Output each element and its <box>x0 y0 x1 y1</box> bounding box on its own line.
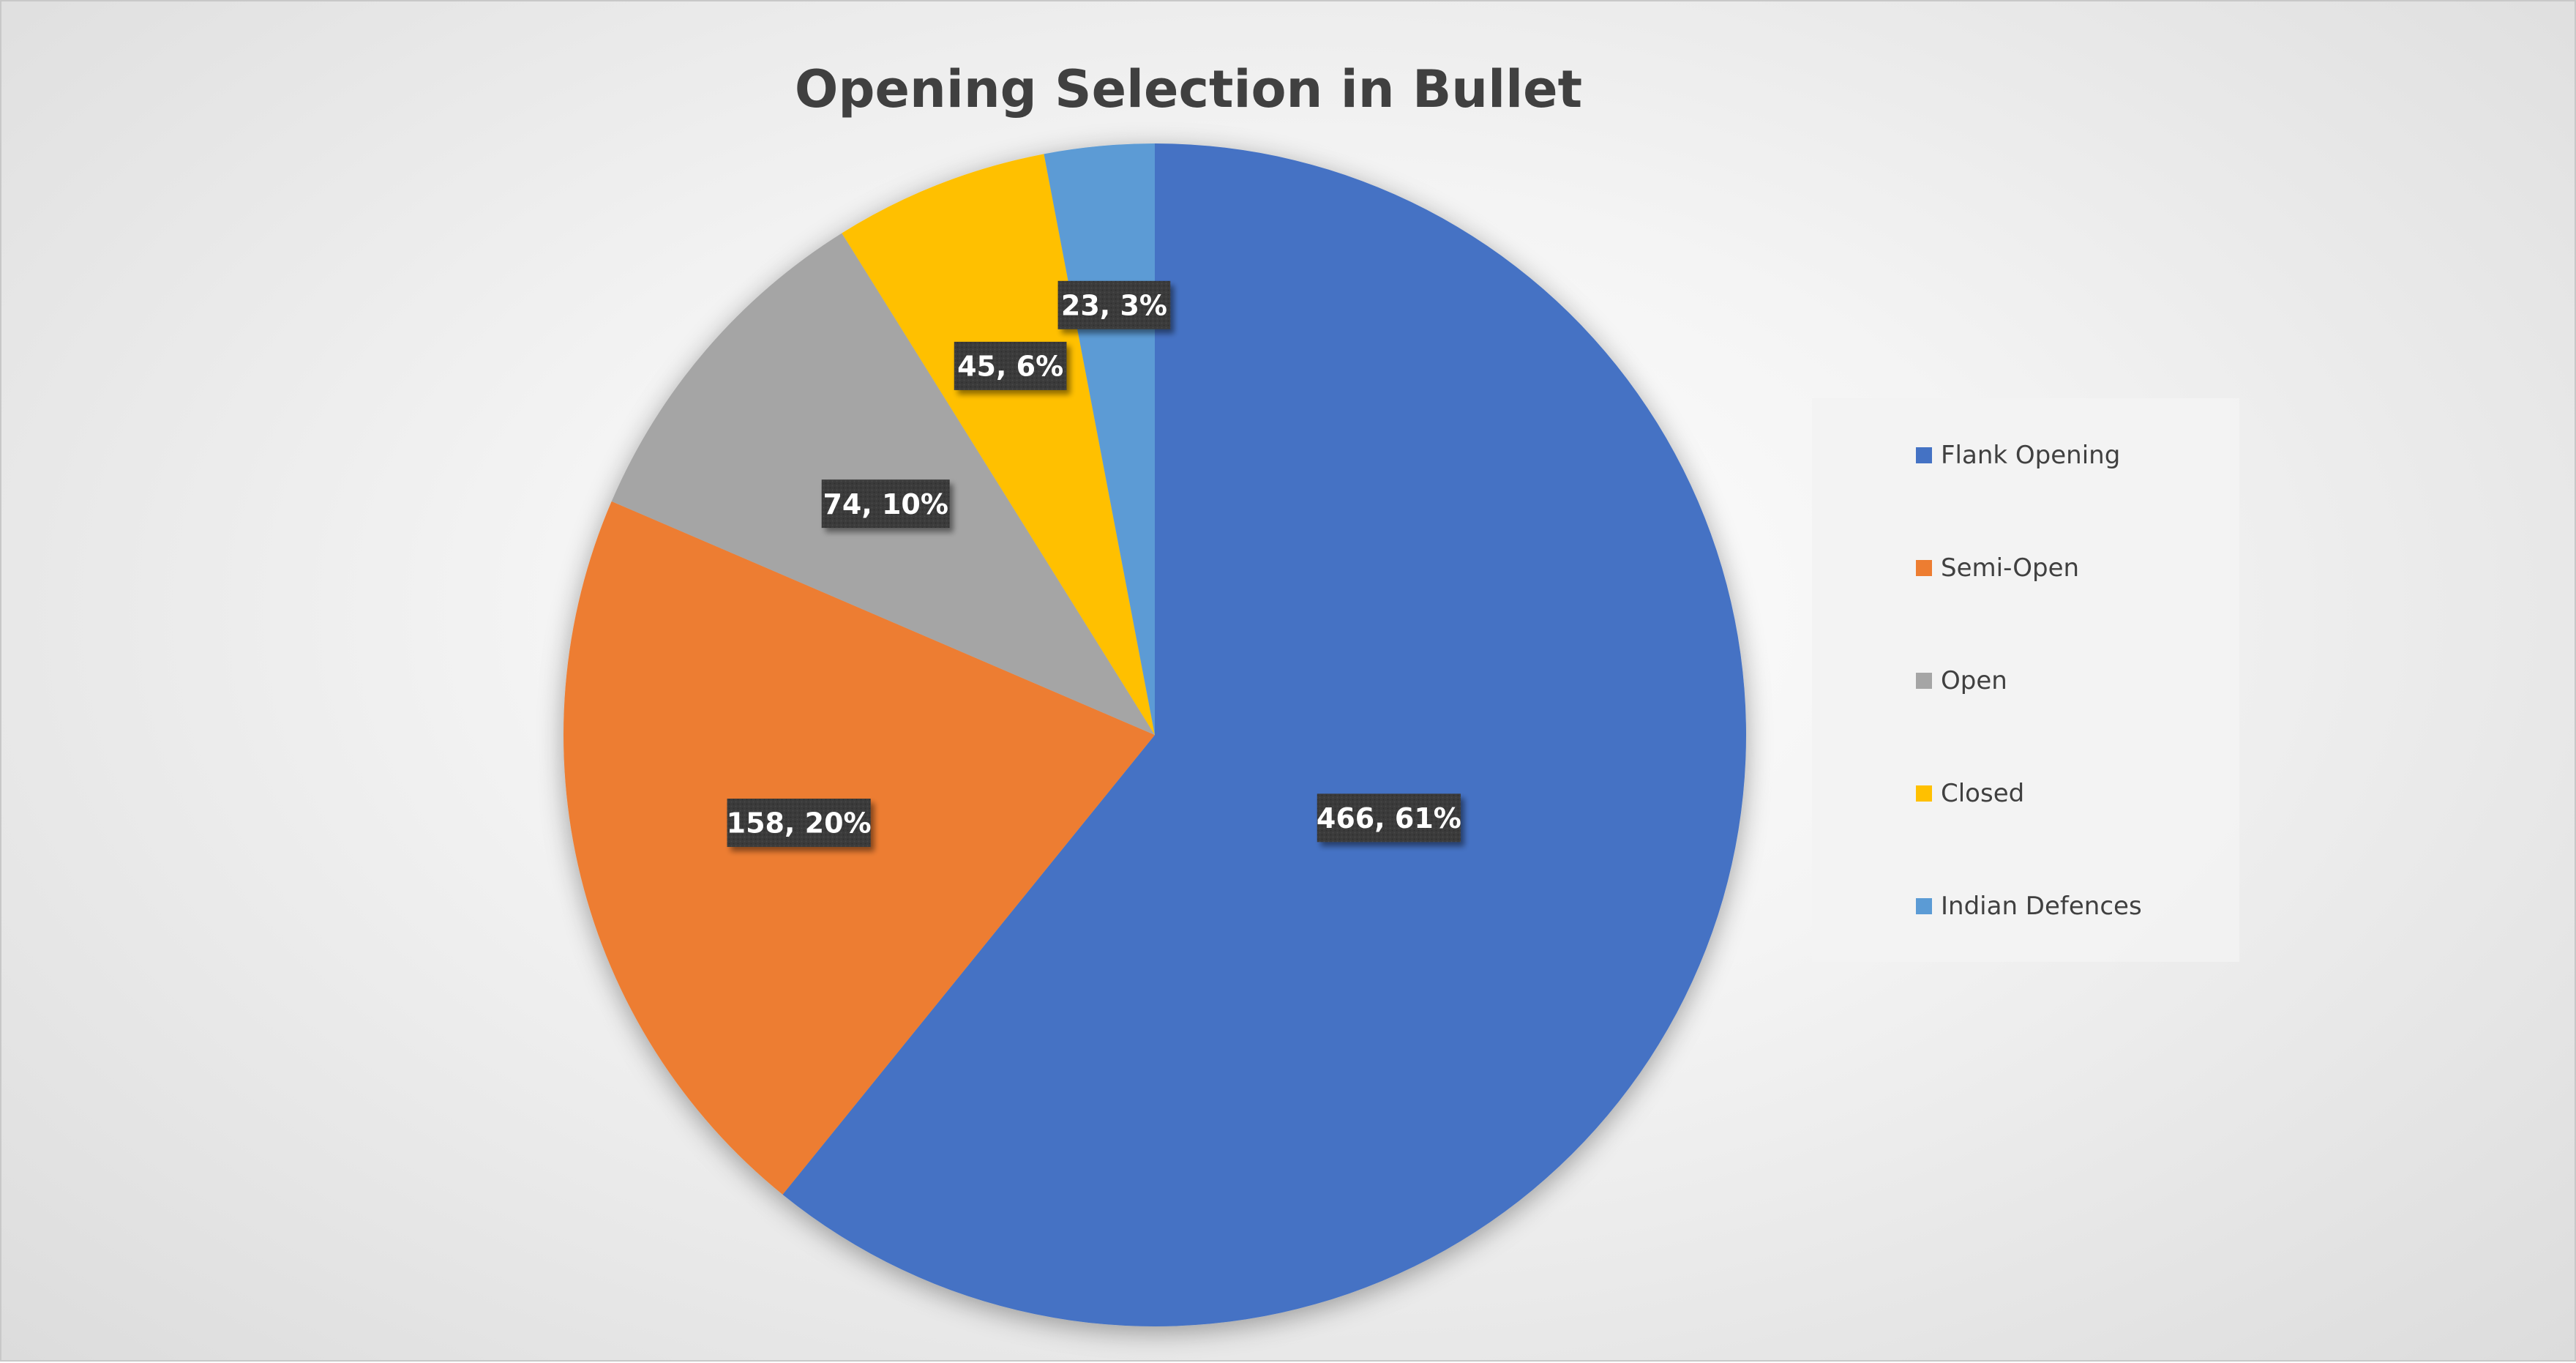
data-label-closed: 45, 6% <box>954 341 1067 390</box>
data-label-box <box>727 799 871 848</box>
data-label-indian-defences: 23, 3% <box>1057 280 1171 329</box>
pie-slice-closed <box>842 154 1155 736</box>
legend-label: Indian Defences <box>1941 892 2142 921</box>
legend-item-open: Open <box>1916 666 2007 695</box>
chart-legend: Flank Opening Semi-Open Open Closed Indian D… <box>1812 398 2239 962</box>
chart-title: Opening Selection in Bullet <box>795 59 1582 119</box>
legend-label: Semi-Open <box>1941 553 2080 583</box>
legend-swatch <box>1916 898 1932 914</box>
data-label-box <box>1057 280 1171 329</box>
legend-swatch <box>1916 447 1932 463</box>
legend-item-closed: Closed <box>1916 779 2024 808</box>
data-label-text: 74, 10% <box>823 488 948 520</box>
legend-swatch <box>1916 673 1932 689</box>
legend-swatch <box>1916 560 1932 576</box>
legend-label: Closed <box>1941 779 2025 808</box>
data-label-open: 74, 10% <box>821 479 950 529</box>
data-label-text: 158, 20% <box>727 807 872 840</box>
pie-slice-flank-opening <box>782 143 1747 1327</box>
data-label-box <box>954 341 1067 390</box>
data-label-text: 466, 61% <box>1317 802 1461 834</box>
data-label-semi-open: 158, 20% <box>727 799 872 848</box>
legend-label: Open <box>1941 666 2007 695</box>
pie-slice-semi-open <box>564 501 1155 1195</box>
data-label-text: 45, 6% <box>957 351 1063 383</box>
data-label-box <box>821 479 950 529</box>
legend-label: Flank Opening <box>1941 441 2121 470</box>
data-label-flank-opening: 466, 61% <box>1317 793 1461 843</box>
data-label-text: 23, 3% <box>1061 289 1167 321</box>
legend-item-flank-opening: Flank Opening <box>1916 441 2120 470</box>
data-label-box <box>1317 793 1461 843</box>
legend-swatch <box>1916 785 1932 802</box>
legend-item-indian-defences: Indian Defences <box>1916 892 2142 921</box>
legend-item-semi-open: Semi-Open <box>1916 553 2079 583</box>
